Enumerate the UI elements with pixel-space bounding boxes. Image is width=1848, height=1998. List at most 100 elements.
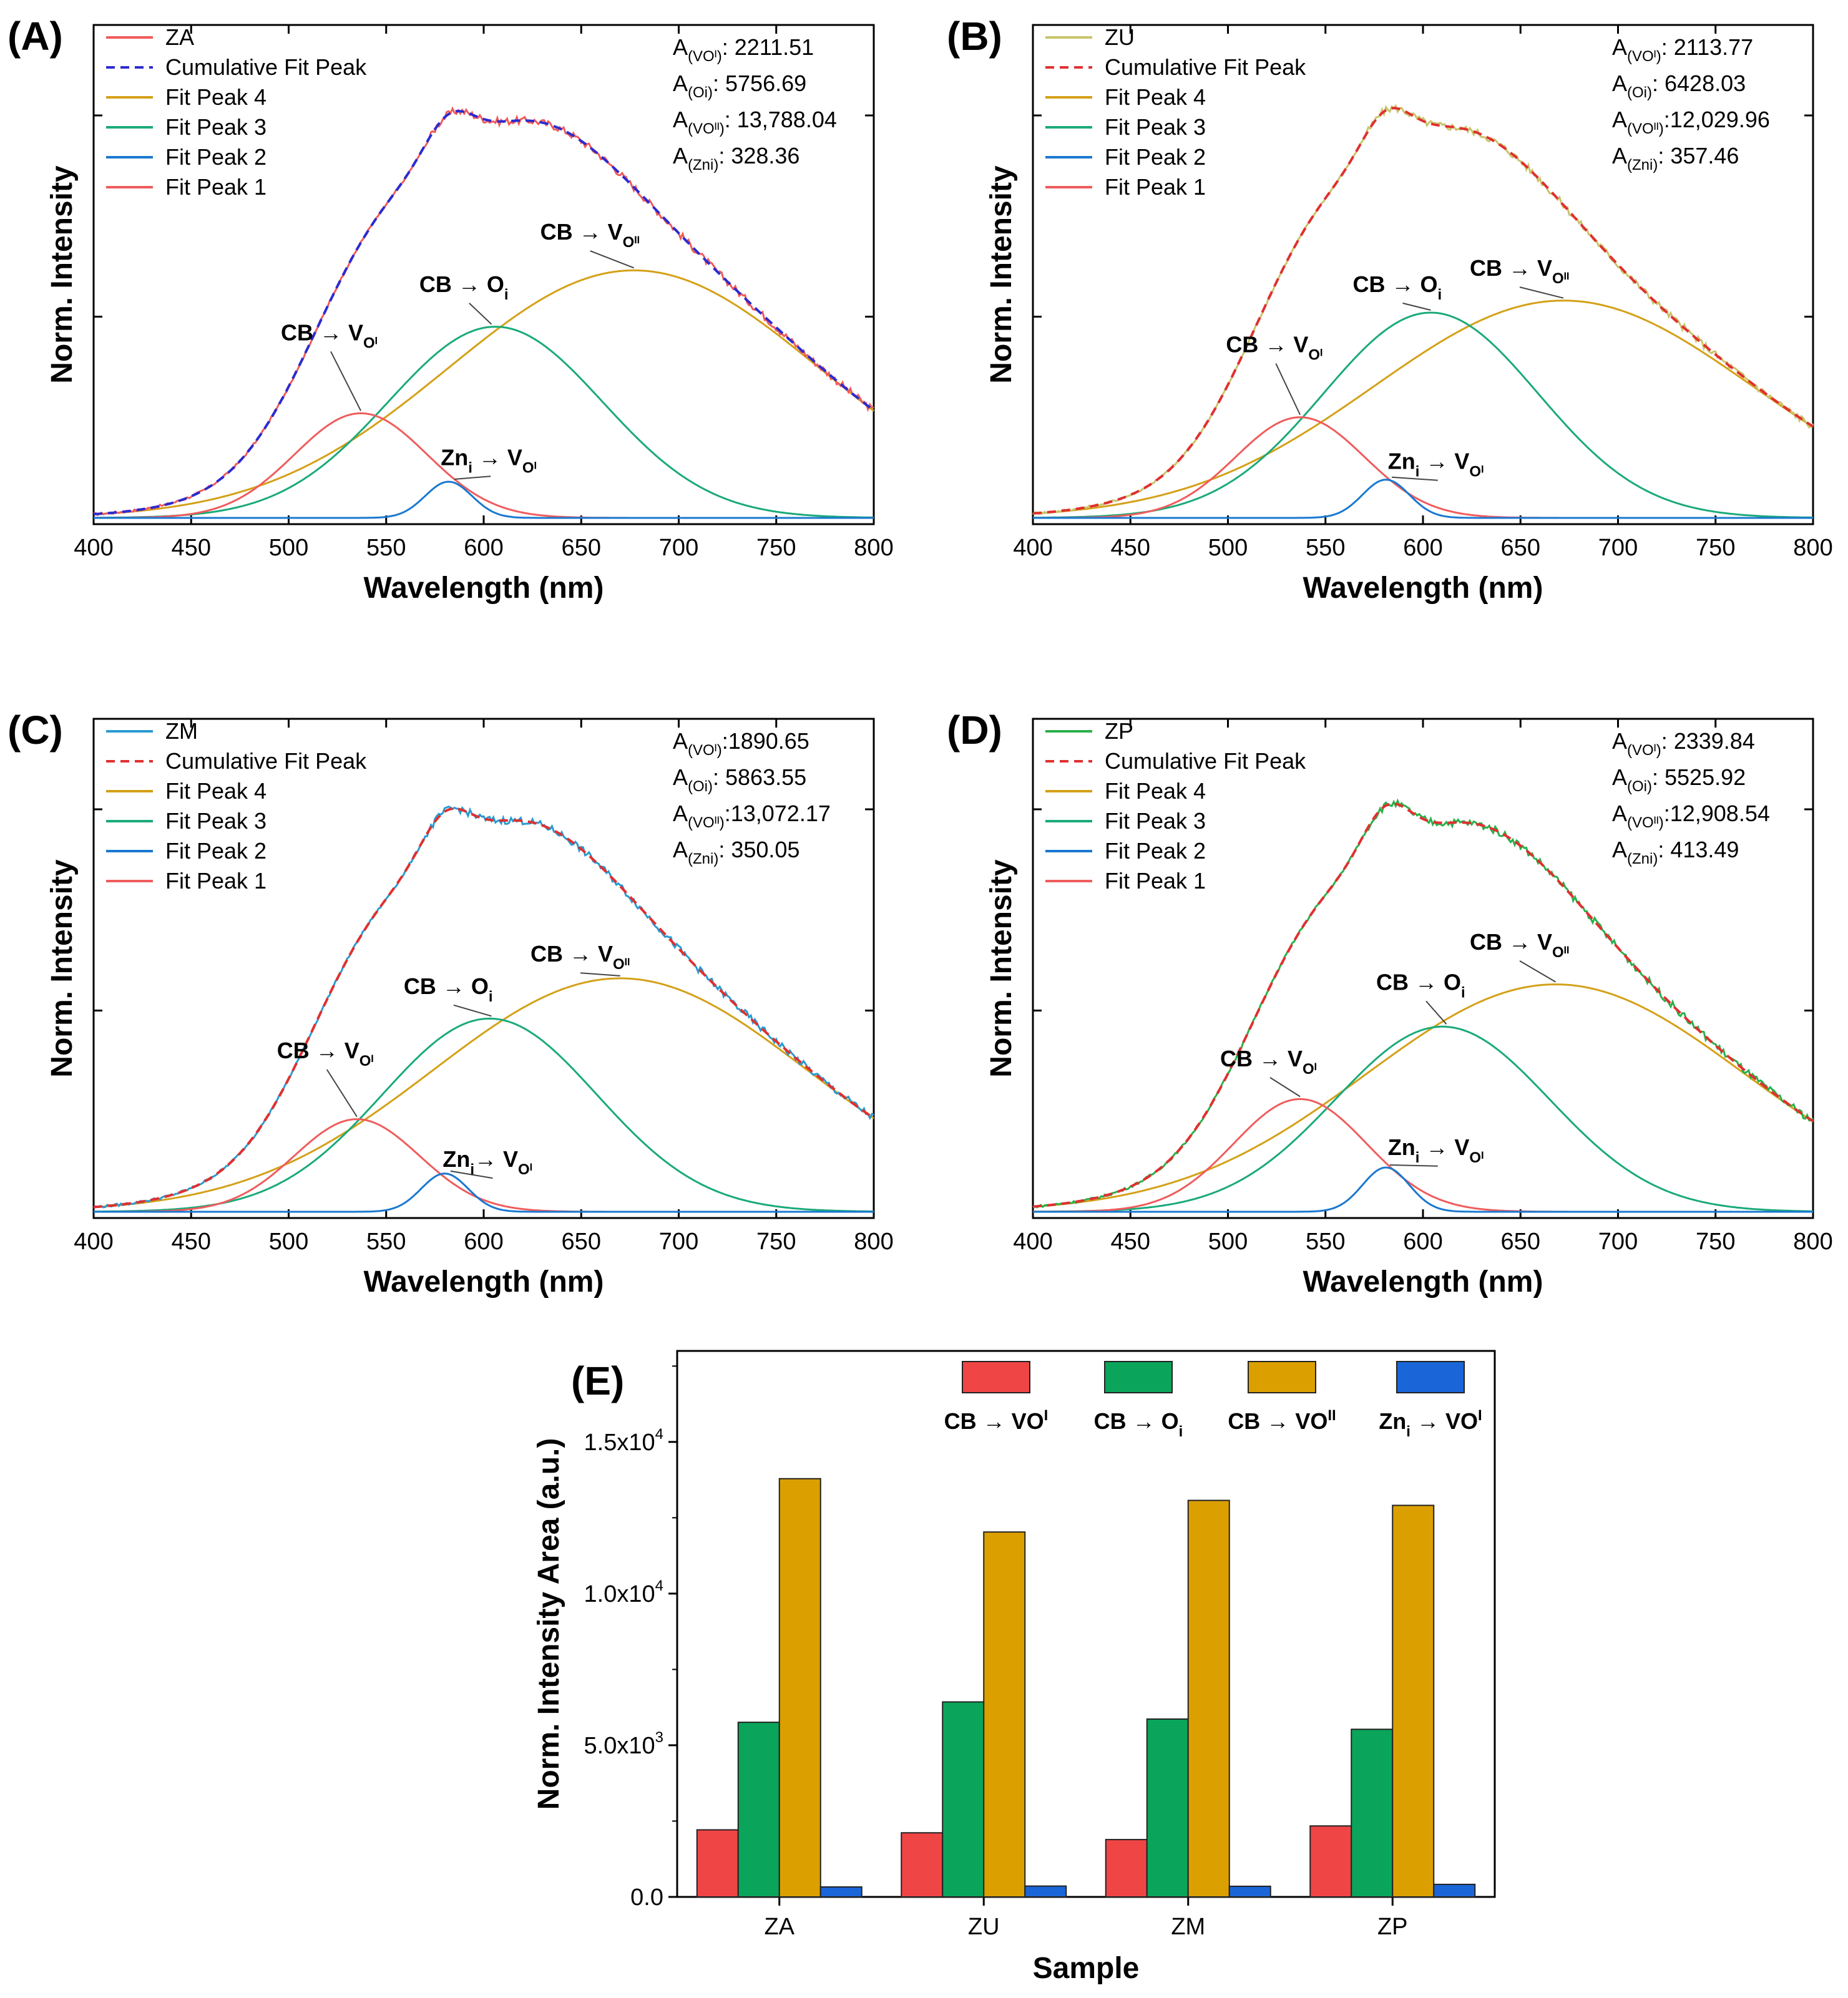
x-tick-label: 550 — [366, 1229, 406, 1255]
area-label: A — [673, 728, 688, 754]
transition-annotation: CB → VOᴵᴵ — [530, 941, 630, 973]
x-tick-label: 750 — [1696, 535, 1735, 561]
area-value: : 5863.55 — [713, 764, 806, 790]
annotation-text: CB → V — [281, 319, 363, 345]
x-tick-label: 400 — [74, 535, 113, 561]
x-tick-label: ZP — [1377, 1914, 1408, 1940]
annotation-subscript: i — [468, 459, 472, 476]
area-subscript: (VOᴵ) — [1627, 48, 1661, 65]
area-label: A — [673, 764, 688, 790]
area-subscript: (Zni) — [688, 850, 718, 867]
transition-annotation: Zni → VOᴵ — [441, 444, 537, 476]
area-label: A — [1612, 143, 1627, 168]
annotation-text: → V — [1419, 1134, 1469, 1160]
tick-mantissa: 0.0 — [630, 1884, 663, 1911]
area-value: :13,072.17 — [725, 801, 831, 826]
annotation-subscript: Oᴵ — [522, 459, 537, 476]
x-tick-label: 500 — [269, 535, 308, 561]
annotation-leader-line — [1519, 286, 1564, 299]
y-axis-title: Norm. Intensity Area (a.u.) — [532, 1438, 565, 1810]
annotation-subscript: Oᴵ — [359, 1053, 374, 1070]
annotation-text: → V — [474, 1146, 518, 1172]
area-subscript: (VOᴵᴵ) — [1627, 814, 1664, 831]
legend-text: CB → VO — [1228, 1408, 1327, 1434]
fit-peak-2-curve — [94, 1172, 874, 1213]
x-tick-label: 650 — [1501, 1229, 1540, 1255]
panel-label: (E) — [571, 1358, 624, 1403]
y-axis-title: Norm. Intensity — [46, 859, 79, 1078]
legend-swatch — [1396, 1361, 1465, 1393]
annotation-leader-line — [469, 303, 492, 325]
x-tick-label: 800 — [1793, 535, 1832, 561]
x-tick-label: ZU — [968, 1914, 1000, 1940]
transition-annotation: CB → VOᴵ — [1220, 1046, 1317, 1078]
annotation-text: → V — [1419, 449, 1469, 474]
fit-peak-4-curve — [93, 977, 874, 1209]
legend-label: Fit Peak 1 — [165, 174, 266, 200]
annotation-subscript: i — [1415, 464, 1420, 480]
bar-zp-series-2 — [1351, 1728, 1394, 1898]
x-tick-label: 400 — [74, 1229, 113, 1255]
annotation-text: CB → V — [540, 219, 623, 245]
annotation-leader-line — [580, 972, 620, 977]
annotation-text: CB → V — [530, 941, 613, 967]
x-tick-label: 700 — [1598, 1229, 1638, 1255]
annotation-subscript: Oᴵᴵ — [1552, 944, 1569, 961]
annotation-leader-line — [1391, 476, 1438, 481]
area-value: : 357.46 — [1658, 143, 1739, 168]
annotation-leader-line — [1402, 302, 1431, 311]
peak-area-value: A(Oi): 5756.69 — [673, 71, 806, 101]
bar-zm-series-1 — [1105, 1839, 1148, 1898]
area-value: :12,908.54 — [1664, 801, 1770, 826]
area-subscript: (Oi) — [688, 778, 713, 795]
annotation-text: CB → O — [1353, 271, 1438, 297]
bar-za-series-4 — [819, 1886, 863, 1898]
panel-label: (C) — [7, 708, 63, 753]
fit-peak-4-curve — [93, 269, 874, 515]
annotation-subscript: i — [1415, 1149, 1420, 1166]
x-tick-label: 800 — [1793, 1229, 1832, 1255]
annotation-subscript: Oᴵ — [1469, 1149, 1484, 1166]
legend-subscript: i — [1179, 1423, 1183, 1440]
legend-label: Fit Peak 4 — [165, 84, 266, 110]
legend-label: Cumulative Fit Peak — [1105, 748, 1306, 774]
fit-peak-3-curve — [94, 326, 874, 519]
area-label: A — [1612, 34, 1627, 60]
y-axis-title: Norm. Intensity — [985, 859, 1018, 1078]
peak-area-value: A(VOᴵ): 2211.51 — [673, 34, 814, 65]
x-tick-label: 700 — [659, 535, 698, 561]
x-tick-label: 750 — [756, 535, 796, 561]
peak-area-value: A(VOᴵ): 2339.84 — [1612, 728, 1755, 759]
area-label: A — [1612, 71, 1627, 96]
tick-exponent: 4 — [655, 1577, 663, 1594]
tick-mantissa: 1.0x10 — [584, 1581, 655, 1607]
cumulative-fit-curve — [1032, 107, 1814, 515]
area-value: :12,029.96 — [1664, 107, 1770, 132]
panel-label: (D) — [947, 708, 1002, 753]
y-tick-label: 1.5x104 — [584, 1426, 663, 1456]
area-value: : 328.36 — [718, 143, 799, 168]
area-value: :1890.65 — [722, 728, 809, 754]
x-tick-label: 500 — [1208, 535, 1248, 561]
panel-d-line-chart: (D) 400 450 500 550 600 650 700 750 800 Wavelength… — [947, 708, 1833, 1299]
annotation-text: CB → V — [1470, 929, 1552, 955]
annotation-subscript: i — [504, 286, 509, 303]
bar-zp-series-1 — [1309, 1825, 1352, 1898]
annotation-subscript: Oᴵ — [1308, 347, 1322, 364]
transition-annotation: CB → VOᴵ — [1226, 332, 1322, 364]
annotation-leader-line — [1269, 1077, 1301, 1098]
annotation-leader-line — [1425, 1000, 1447, 1025]
area-label: A — [673, 71, 688, 96]
annotation-leader-line — [1519, 960, 1557, 983]
bar-zm-series-3 — [1187, 1499, 1230, 1898]
y-axis-title: Norm. Intensity — [46, 165, 79, 384]
legend-label: Fit Peak 2 — [165, 838, 266, 864]
legend-label: Cumulative Fit Peak — [1105, 54, 1306, 80]
fit-peak-2-curve — [1033, 1166, 1813, 1213]
annotation-leader-line — [450, 1170, 493, 1179]
area-subscript: (VOᴵᴵ) — [688, 120, 725, 137]
area-subscript: (VOᴵᴵ) — [688, 814, 725, 831]
annotation-subscript: Oᴵ — [1469, 464, 1484, 480]
legend-label: CB → VOII — [1228, 1407, 1336, 1434]
